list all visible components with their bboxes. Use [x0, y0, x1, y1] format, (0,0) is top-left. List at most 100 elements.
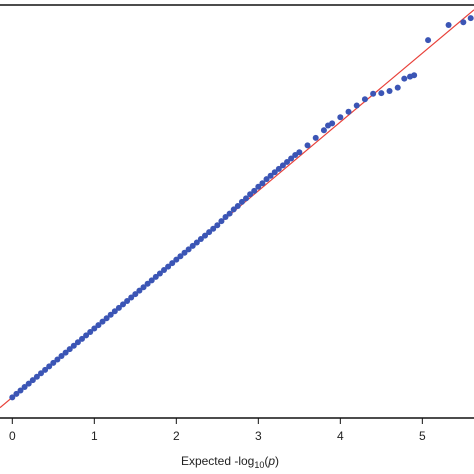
- point: [284, 158, 291, 165]
- point: [361, 96, 368, 103]
- x-tick-label: 3: [255, 429, 262, 443]
- point: [70, 342, 77, 349]
- point: [185, 246, 192, 253]
- point: [33, 373, 40, 380]
- point: [103, 315, 110, 322]
- point: [304, 142, 311, 149]
- point: [255, 183, 262, 190]
- point: [251, 187, 258, 194]
- point: [460, 19, 467, 26]
- point: [202, 232, 209, 239]
- point: [156, 270, 163, 277]
- point: [99, 318, 106, 325]
- point: [263, 176, 270, 183]
- point: [279, 162, 286, 169]
- x-axis: 0 1 2 3 4 5: [9, 418, 426, 443]
- point: [46, 363, 53, 370]
- point: [38, 370, 45, 377]
- point: [115, 304, 122, 311]
- point: [50, 359, 57, 366]
- point: [401, 75, 408, 82]
- point: [161, 267, 168, 274]
- point: [132, 291, 139, 298]
- point: [259, 180, 266, 187]
- point: [218, 218, 225, 225]
- point: [234, 202, 241, 209]
- point: [83, 332, 90, 339]
- point: [152, 273, 159, 280]
- point: [62, 349, 69, 356]
- point: [445, 21, 452, 28]
- x-axis-label-part: ): [275, 454, 279, 468]
- point: [193, 239, 200, 246]
- point: [353, 102, 360, 109]
- point: [74, 339, 81, 346]
- x-tick-label: 4: [337, 429, 344, 443]
- point: [173, 256, 180, 263]
- point: [13, 390, 20, 397]
- point: [111, 308, 118, 315]
- point: [29, 377, 36, 384]
- point: [370, 90, 377, 97]
- point: [345, 108, 352, 115]
- point: [425, 37, 432, 44]
- x-tick-label: 1: [91, 429, 98, 443]
- point: [95, 322, 102, 329]
- point: [189, 242, 196, 249]
- x-tick-label: 0: [9, 429, 16, 443]
- point: [411, 72, 418, 79]
- point: [226, 210, 233, 217]
- point: [140, 284, 147, 291]
- point: [267, 172, 274, 179]
- point: [230, 206, 237, 213]
- point: [222, 214, 229, 221]
- point: [275, 165, 282, 172]
- point: [320, 127, 327, 134]
- point: [467, 15, 474, 22]
- point: [296, 149, 303, 156]
- point: [177, 253, 184, 260]
- point: [181, 249, 188, 256]
- point: [124, 297, 131, 304]
- point: [87, 328, 94, 335]
- point: [243, 195, 250, 202]
- point: [214, 222, 221, 229]
- point: [238, 198, 245, 205]
- point: [25, 380, 32, 387]
- x-axis-label: Expected -log10(p): [181, 454, 279, 469]
- point: [91, 325, 98, 332]
- point: [58, 353, 65, 360]
- point: [247, 191, 254, 198]
- point: [394, 84, 401, 91]
- point: [107, 311, 114, 318]
- point: [165, 263, 172, 270]
- point: [271, 169, 278, 176]
- point: [21, 384, 28, 391]
- point: [120, 301, 127, 308]
- point: [128, 294, 135, 301]
- plot-area: [0, 9, 474, 409]
- point: [210, 225, 217, 232]
- point: [329, 120, 336, 127]
- x-tick-label: 5: [419, 429, 426, 443]
- point: [17, 387, 24, 394]
- point: [148, 277, 155, 284]
- x-tick-label: 2: [173, 429, 180, 443]
- point: [312, 134, 319, 141]
- point: [136, 287, 143, 294]
- point: [197, 236, 204, 243]
- x-axis-label-part: (: [264, 454, 268, 468]
- point: [288, 155, 295, 162]
- point: [79, 335, 86, 342]
- x-axis-label-part: Expected -log: [181, 454, 254, 468]
- x-axis-label-part: 10: [254, 460, 264, 470]
- point: [378, 90, 385, 97]
- point: [206, 229, 213, 236]
- point: [386, 88, 393, 95]
- point: [144, 280, 151, 287]
- x-axis-label-part: p: [267, 454, 275, 468]
- point: [169, 260, 176, 267]
- point: [9, 394, 16, 401]
